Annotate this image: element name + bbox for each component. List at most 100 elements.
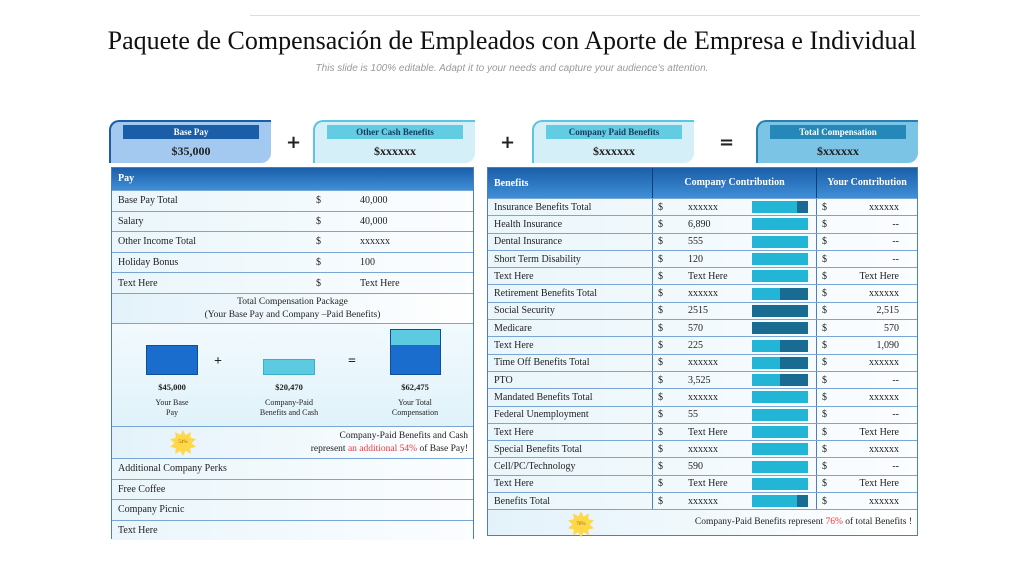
your-value: 570 xyxy=(884,322,899,334)
perk-label: Text Here xyxy=(118,525,158,537)
contribution-bar-employee-share xyxy=(752,304,808,317)
your-currency: $ xyxy=(822,340,827,352)
benefit-label: PTO xyxy=(494,374,513,386)
benefit-label: Health Insurance xyxy=(494,218,563,230)
company-currency: $ xyxy=(658,253,663,265)
plus-sign: + xyxy=(214,353,222,369)
pay-header: Pay xyxy=(112,168,473,190)
benefit-row: Text Here $ Text Here $ Text Here xyxy=(488,422,917,441)
base-pay-box: Base Pay $35,000 xyxy=(109,120,271,163)
note-highlight: an additional 54% xyxy=(347,443,418,454)
company-value: 6,890 xyxy=(688,218,711,230)
pay-row-value: 40,000 xyxy=(360,195,388,207)
perk-label: Company Picnic xyxy=(118,504,185,516)
company-value: 55 xyxy=(688,409,698,421)
company-value: 225 xyxy=(688,340,703,352)
contribution-bar xyxy=(752,356,808,369)
benefit-row: Special Benefits Total $ xxxxxx $ xxxxxx xyxy=(488,440,917,458)
company-value: 590 xyxy=(688,461,703,473)
note-post: of Base Pay! xyxy=(417,443,468,454)
package-amount: $62,475 xyxy=(401,381,429,392)
note-line1: Company-Paid Benefits and Cash xyxy=(339,430,469,441)
company-value: Text Here xyxy=(688,270,728,282)
your-value: Text Here xyxy=(859,426,899,438)
benefit-row: Time Off Benefits Total $ xxxxxx $ xxxxx… xyxy=(488,353,917,371)
company-currency: $ xyxy=(658,495,663,507)
company-currency: $ xyxy=(658,218,663,230)
package-caption: Your Base xyxy=(155,397,189,407)
base-pay-value: $35,000 xyxy=(171,144,211,158)
contribution-bar-employee-share xyxy=(752,322,808,335)
package-item: $20,470 Company-Paid Benefits and Cash xyxy=(239,382,339,418)
benefit-row: PTO $ 3,525 $ -- xyxy=(488,370,917,389)
your-currency: $ xyxy=(822,357,827,369)
top-divider xyxy=(250,15,920,16)
pay-row-currency: $ xyxy=(316,236,321,248)
your-currency: $ xyxy=(822,305,827,317)
page-subtitle: This slide is 100% editable. Adapt it to… xyxy=(315,63,709,74)
benefit-row: Cell/PC/Technology $ 590 $ -- xyxy=(488,457,917,475)
total-comp-label: Total Compensation xyxy=(770,125,906,139)
your-currency: $ xyxy=(822,218,827,230)
company-value: xxxxxx xyxy=(688,357,718,369)
benefit-row: Health Insurance $ 6,890 $ -- xyxy=(488,215,917,233)
benefit-label: Social Security xyxy=(494,305,555,317)
pay-row-currency: $ xyxy=(316,277,321,289)
benefit-label: Medicare xyxy=(494,322,532,334)
company-currency: $ xyxy=(658,270,663,282)
pay-row-currency: $ xyxy=(316,215,321,227)
pay-row-label: Salary xyxy=(118,215,144,227)
contribution-bar xyxy=(752,304,808,317)
badge-star-icon: 54% xyxy=(170,429,196,456)
pay-row-value: 100 xyxy=(360,257,375,269)
benefit-row: Social Security $ 2515 $ 2,515 xyxy=(488,301,917,320)
package-caption: Compensation xyxy=(391,407,439,417)
your-currency: $ xyxy=(822,409,827,421)
package-subtitle: (Your Base Pay and Company –Paid Benefit… xyxy=(204,309,381,320)
contribution-bar xyxy=(752,339,808,352)
company-currency: $ xyxy=(658,201,663,213)
pay-row-value: Text Here xyxy=(360,277,400,289)
plus-operator: + xyxy=(286,132,302,153)
pay-row: Base Pay Total $ 40,000 xyxy=(112,190,473,211)
page-title: Paquete de Compensación de Empleados con… xyxy=(107,26,917,55)
company-value: xxxxxx xyxy=(688,391,718,403)
benefit-label: Insurance Benefits Total xyxy=(494,201,592,213)
contribution-bar-employee-share xyxy=(780,374,808,387)
note-pre: represent xyxy=(310,443,348,454)
benefit-label: Text Here xyxy=(494,270,534,282)
base-pay-note: 54% Company-Paid Benefits and Cash repre… xyxy=(112,425,473,458)
base-pay-block xyxy=(146,344,198,375)
company-value: 2515 xyxy=(688,305,708,317)
contribution-bar xyxy=(752,477,808,490)
company-currency: $ xyxy=(658,461,663,473)
pay-row-label: Text Here xyxy=(118,277,158,289)
company-paid-box: Company Paid Benefits $xxxxxx xyxy=(532,120,694,163)
your-currency: $ xyxy=(822,201,827,213)
your-currency: $ xyxy=(822,478,827,490)
total-comp-box: Total Compensation $xxxxxx xyxy=(756,120,918,163)
company-currency: $ xyxy=(658,443,663,455)
your-value: xxxxxx xyxy=(869,357,899,369)
benefit-label: Benefits Total xyxy=(494,495,551,507)
your-currency: $ xyxy=(822,374,827,386)
your-value: -- xyxy=(892,253,899,265)
your-value: -- xyxy=(892,236,899,248)
company-value: 555 xyxy=(688,236,703,248)
pay-row: Holiday Bonus $ 100 xyxy=(112,251,473,273)
perk-row: Additional Company Perks xyxy=(112,457,473,479)
company-currency: $ xyxy=(658,236,663,248)
contribution-bar xyxy=(752,201,808,214)
package-item: $62,475 Your Total Compensation xyxy=(365,382,465,418)
your-value: -- xyxy=(892,218,899,230)
contribution-bar xyxy=(752,408,808,421)
company-currency: $ xyxy=(658,340,663,352)
company-currency: $ xyxy=(658,322,663,334)
company-value: Text Here xyxy=(688,426,728,438)
contribution-bar-employee-share xyxy=(796,201,808,214)
pay-row-value: 40,000 xyxy=(360,215,388,227)
perk-label: Free Coffee xyxy=(118,483,166,495)
pay-row-value: xxxxxx xyxy=(360,236,390,248)
your-currency: $ xyxy=(822,391,827,403)
pay-row-label: Other Income Total xyxy=(118,236,196,248)
